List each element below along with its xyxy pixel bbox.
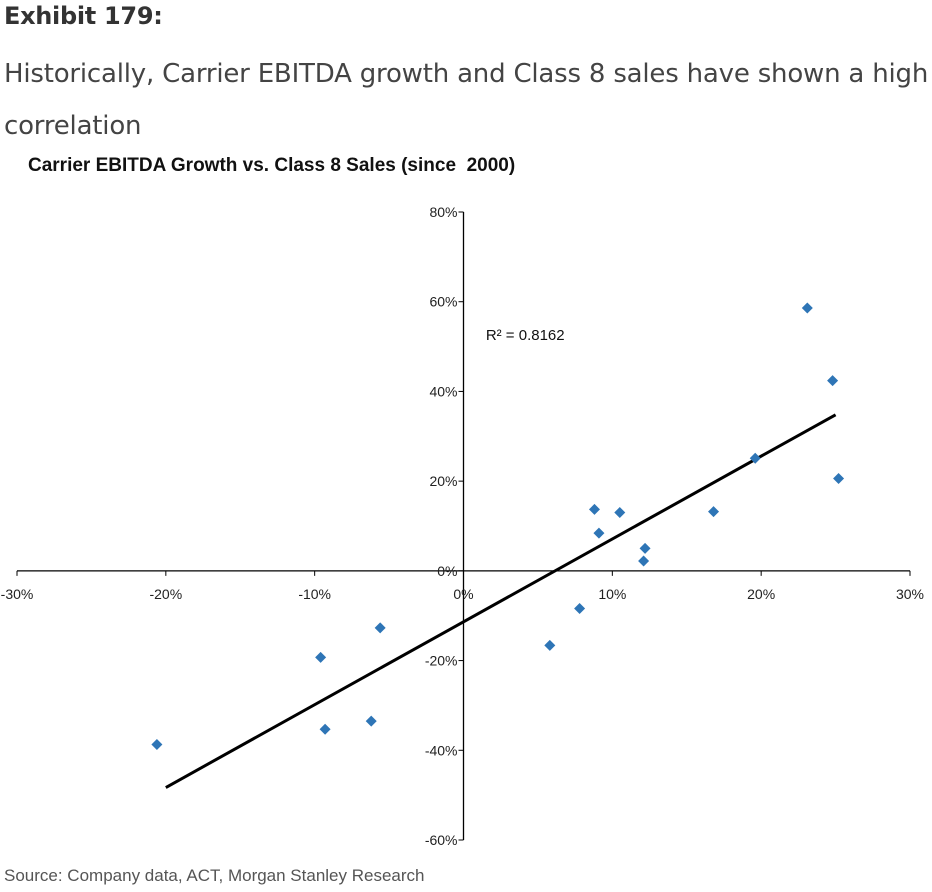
data-point (365, 715, 377, 727)
trendline (165, 413, 837, 789)
y-tick-label: 60% (429, 294, 457, 310)
data-point (638, 555, 650, 567)
x-tick-label: -30% (1, 586, 34, 602)
axes (16, 211, 911, 841)
y-tick-label: 80% (429, 204, 457, 220)
x-tick-label: 20% (747, 586, 775, 602)
data-point (708, 506, 720, 518)
x-tick-label: 30% (896, 586, 924, 602)
chart-title: Carrier EBITDA Growth vs. Class 8 Sales … (28, 155, 516, 176)
y-tick-label: -40% (425, 742, 458, 758)
data-point (614, 507, 626, 519)
data-point (801, 302, 813, 314)
trendline-group (165, 413, 837, 789)
data-point (593, 527, 605, 539)
y-tick-label: -20% (425, 653, 458, 669)
exhibit-subtitle: Historically, Carrier EBITDA growth and … (4, 59, 929, 141)
x-tick-label: 10% (598, 586, 626, 602)
data-point (588, 503, 600, 515)
exhibit-label: Exhibit 179: (4, 2, 163, 30)
y-tick-label: 0% (437, 563, 457, 579)
source-note: Source: Company data, ACT, Morgan Stanle… (4, 866, 425, 885)
data-point (544, 639, 556, 651)
data-point (639, 542, 651, 554)
annotations: R² = 0.8162 (486, 327, 565, 344)
y-tick-label: 20% (429, 473, 457, 489)
data-point (574, 603, 586, 615)
data-point (374, 622, 386, 634)
y-tick-label: 40% (429, 383, 457, 399)
data-point (827, 375, 839, 387)
data-point (151, 738, 163, 750)
tick-labels: -30% -20% -10% 0% 10% 20% 30% -60% -40% -20% 0% 20%… (1, 204, 924, 848)
x-tick-label: -20% (149, 586, 182, 602)
y-tick-label: -60% (425, 832, 458, 848)
data-point (315, 651, 327, 663)
data-points (151, 302, 845, 750)
x-tick-label: -10% (298, 586, 331, 602)
r-squared-annotation: R² = 0.8162 (486, 327, 565, 344)
data-point (749, 452, 761, 464)
x-tick-label: 0% (453, 586, 473, 602)
data-point (319, 723, 331, 735)
data-point (833, 472, 845, 484)
